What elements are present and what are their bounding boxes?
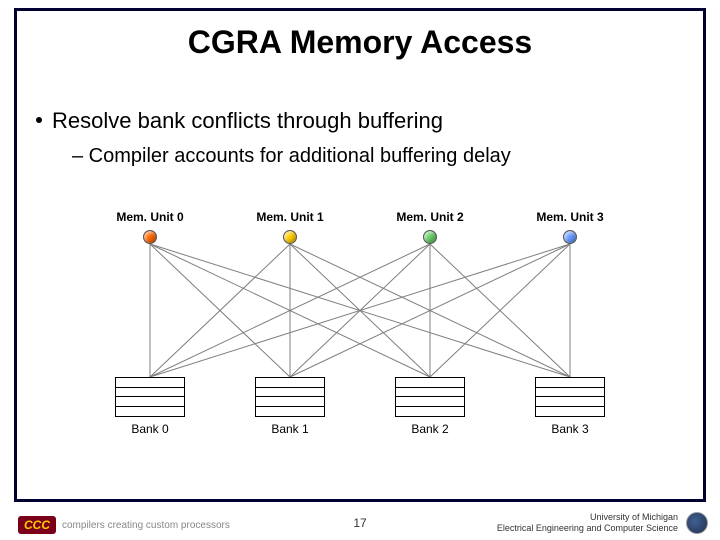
bullet-text: Resolve bank conflicts through buffering xyxy=(52,108,443,133)
logo-badge: CCC xyxy=(18,516,56,534)
footer: CCC compilers creating custom processors… xyxy=(0,504,720,540)
logo-tagline: compilers creating custom processors xyxy=(62,520,230,531)
bullet-dot xyxy=(36,117,42,123)
mem-unit-label: Mem. Unit 0 xyxy=(100,210,200,224)
bank-label: Bank 0 xyxy=(115,422,185,436)
bullet-level2: – Compiler accounts for additional buffe… xyxy=(72,144,690,169)
mem-unit-node xyxy=(423,230,437,244)
bullet-level1: Resolve bank conflicts through buffering xyxy=(36,108,690,134)
bank-label: Bank 2 xyxy=(395,422,465,436)
mem-unit-label: Mem. Unit 3 xyxy=(520,210,620,224)
university-seal-icon xyxy=(686,512,708,534)
slide-title: CGRA Memory Access xyxy=(0,24,720,61)
bank-buffer-box xyxy=(255,377,325,417)
mem-unit-node xyxy=(283,230,297,244)
mem-unit-node xyxy=(143,230,157,244)
network-diagram: Mem. Unit 0 Bank 0 Mem. Unit 1 Bank 1 Mem. U… xyxy=(60,210,660,450)
bank-label: Bank 3 xyxy=(535,422,605,436)
affiliation: University of Michigan Electrical Engine… xyxy=(497,512,678,534)
page-number: 17 xyxy=(353,516,366,530)
bank-buffer-box xyxy=(535,377,605,417)
bank-buffer-box xyxy=(115,377,185,417)
bank-buffer-box xyxy=(395,377,465,417)
affil-line1: University of Michigan xyxy=(497,512,678,523)
bank-label: Bank 1 xyxy=(255,422,325,436)
footer-logo: CCC compilers creating custom processors xyxy=(18,516,230,534)
mem-unit-node xyxy=(563,230,577,244)
mem-unit-label: Mem. Unit 1 xyxy=(240,210,340,224)
mem-unit-label: Mem. Unit 2 xyxy=(380,210,480,224)
affil-line2: Electrical Engineering and Computer Scie… xyxy=(497,523,678,534)
